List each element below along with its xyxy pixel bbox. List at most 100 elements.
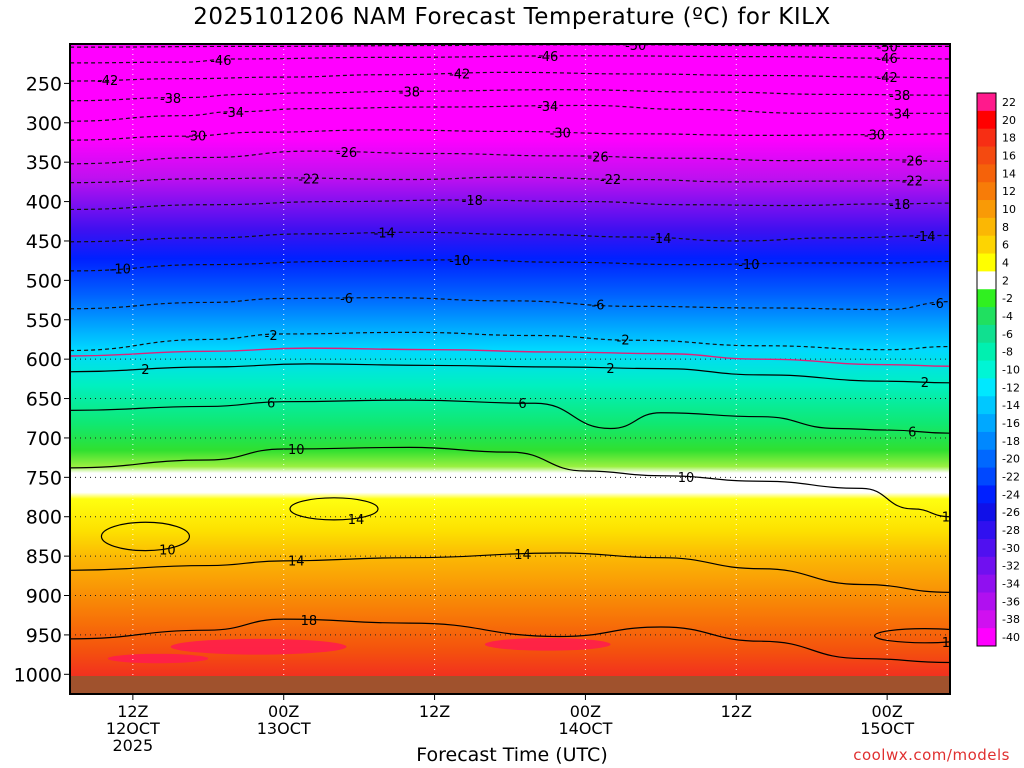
contour-label--2-0: -2 [265,329,278,344]
y-tick-label-800: 800 [26,507,62,529]
contour-label-10-1: 10 [678,471,695,486]
y-tick-label-250: 250 [26,73,62,95]
y-tick-label-700: 700 [26,428,62,450]
contour--34 [70,104,950,122]
temperature-field [70,44,950,694]
x-tick-label-3-1: 14OCT [558,719,612,738]
colorbar-swatch-23 [977,503,996,522]
contour--46 [70,55,950,64]
y-tick-label-750: 750 [26,467,62,489]
colorbar-label-4: 14 [1002,167,1016,180]
contour--14 [70,231,950,243]
credit-link[interactable]: coolwx.com/models [853,746,1010,764]
colorbar-frame [976,92,997,647]
contour-label--46-1: -46 [537,50,558,65]
x-tick-label-0-0: 12Z [117,702,148,721]
contour-label--10-1: -10 [449,254,470,269]
colorbar-label-29: -38 [1002,613,1020,626]
contour--2 [70,331,950,352]
contour--18 [70,199,950,211]
colorbar-swatch-13 [977,324,996,344]
x-tick-label-5-0: 00Z [871,702,902,721]
contour-label-6-2: 6 [908,425,916,440]
colorbar-label-19: -18 [1002,435,1020,448]
contour-label--26-2: -26 [902,154,923,169]
plot-frame [69,43,951,695]
y-tick-label-650: 650 [26,389,62,411]
contour-label--30-2: -30 [864,129,885,144]
closed-contour-label-2: 10 [942,636,959,651]
colorbar-swatch-16 [977,378,996,397]
colorbar-label-10: 2 [1002,274,1009,287]
colorbar-label-17: -14 [1002,399,1020,412]
contour-label--30-0: -30 [185,130,206,145]
contour-label--2-1: -2 [617,334,630,349]
contour-label--38-1: -38 [399,85,420,100]
contour-label-10-2: 10 [942,511,959,526]
colorbar-swatch-7 [977,217,996,237]
contour-lines: -50 -50-46 -46 -46-42 -42 -42-38 -38 -38-34 -34-… [70,39,959,664]
colorbar-swatch-8 [977,235,996,255]
colorbar-swatch-12 [977,307,996,326]
contour--30 [70,129,950,141]
contour-label--10-0: -10 [110,263,131,278]
colorbar-label-12: -4 [1002,310,1013,323]
contour-label--42-1: -42 [449,67,470,82]
x-tick-label-2-0: 12Z [419,702,450,721]
y-tick-label-300: 300 [26,113,62,135]
colorbar-label-14: -8 [1002,346,1013,359]
contour-label--26-0: -26 [336,146,357,161]
colorbar-swatch-25 [977,538,996,558]
colorbar-label-13: -6 [1002,328,1013,341]
contour--22 [70,176,950,184]
colorbar-swatch-5 [977,182,996,201]
y-tick-label-500: 500 [26,270,62,292]
hot-spot-0 [170,638,347,655]
contour-label-6-1: 6 [518,397,526,412]
contour--38 [70,89,950,102]
contour-label--46-2: -46 [877,52,898,67]
contour-label--18-0: -18 [462,194,483,209]
contour--10 [70,259,950,272]
contour-label--34-2: -34 [889,107,910,122]
contour-label-2-1: 2 [606,362,614,377]
colorbar-swatch-14 [977,342,996,362]
colorbar-label-22: -24 [1002,488,1020,501]
colorbar-label-25: -30 [1002,542,1020,555]
contour-18 [70,618,950,664]
contour--6 [70,297,950,311]
colorbar-swatch-29 [977,610,996,629]
contour-label-18-0: 18 [301,614,318,629]
contour-label--34-1: -34 [537,100,558,115]
contour-10 [70,446,950,518]
y-tick-label-450: 450 [26,231,62,253]
colorbar-swatch-26 [977,556,996,576]
contour-label-2-2: 2 [921,376,929,391]
contour-label--26-1: -26 [587,151,608,166]
y-axis: 250 300 350 400 450 500 550 600 650 700 750 800 850 9… [14,73,70,686]
contour-label--18-1: -18 [889,198,910,213]
colorbar-swatch-10 [977,271,996,290]
y-tick-label-600: 600 [26,349,62,371]
hot-spot-2 [107,653,209,664]
colorbar-swatch-27 [977,574,996,593]
colorbar-label-1: 20 [1002,114,1016,127]
grid-lines [70,44,950,694]
colorbar-swatch-30 [977,628,996,647]
colorbar-label-18: -16 [1002,417,1020,430]
colorbar-swatch-19 [977,431,996,451]
colorbar-label-27: -34 [1002,578,1020,591]
colorbar-swatch-18 [977,414,996,433]
colorbar-label-15: -10 [1002,364,1020,377]
colorbar-swatch-0 [977,93,996,112]
colorbar-swatch-28 [977,592,996,611]
contour-label-14-1: 14 [514,548,531,563]
y-tick-label-550: 550 [26,310,62,332]
contour-label--22-1: -22 [600,173,621,188]
contour-label-6-0: 6 [267,396,275,411]
contour-label--50-0: -50 [625,39,646,54]
contour-label--6-2: -6 [931,297,944,312]
x-tick-label-3-0: 00Z [570,702,601,721]
ground-layer [70,676,950,694]
